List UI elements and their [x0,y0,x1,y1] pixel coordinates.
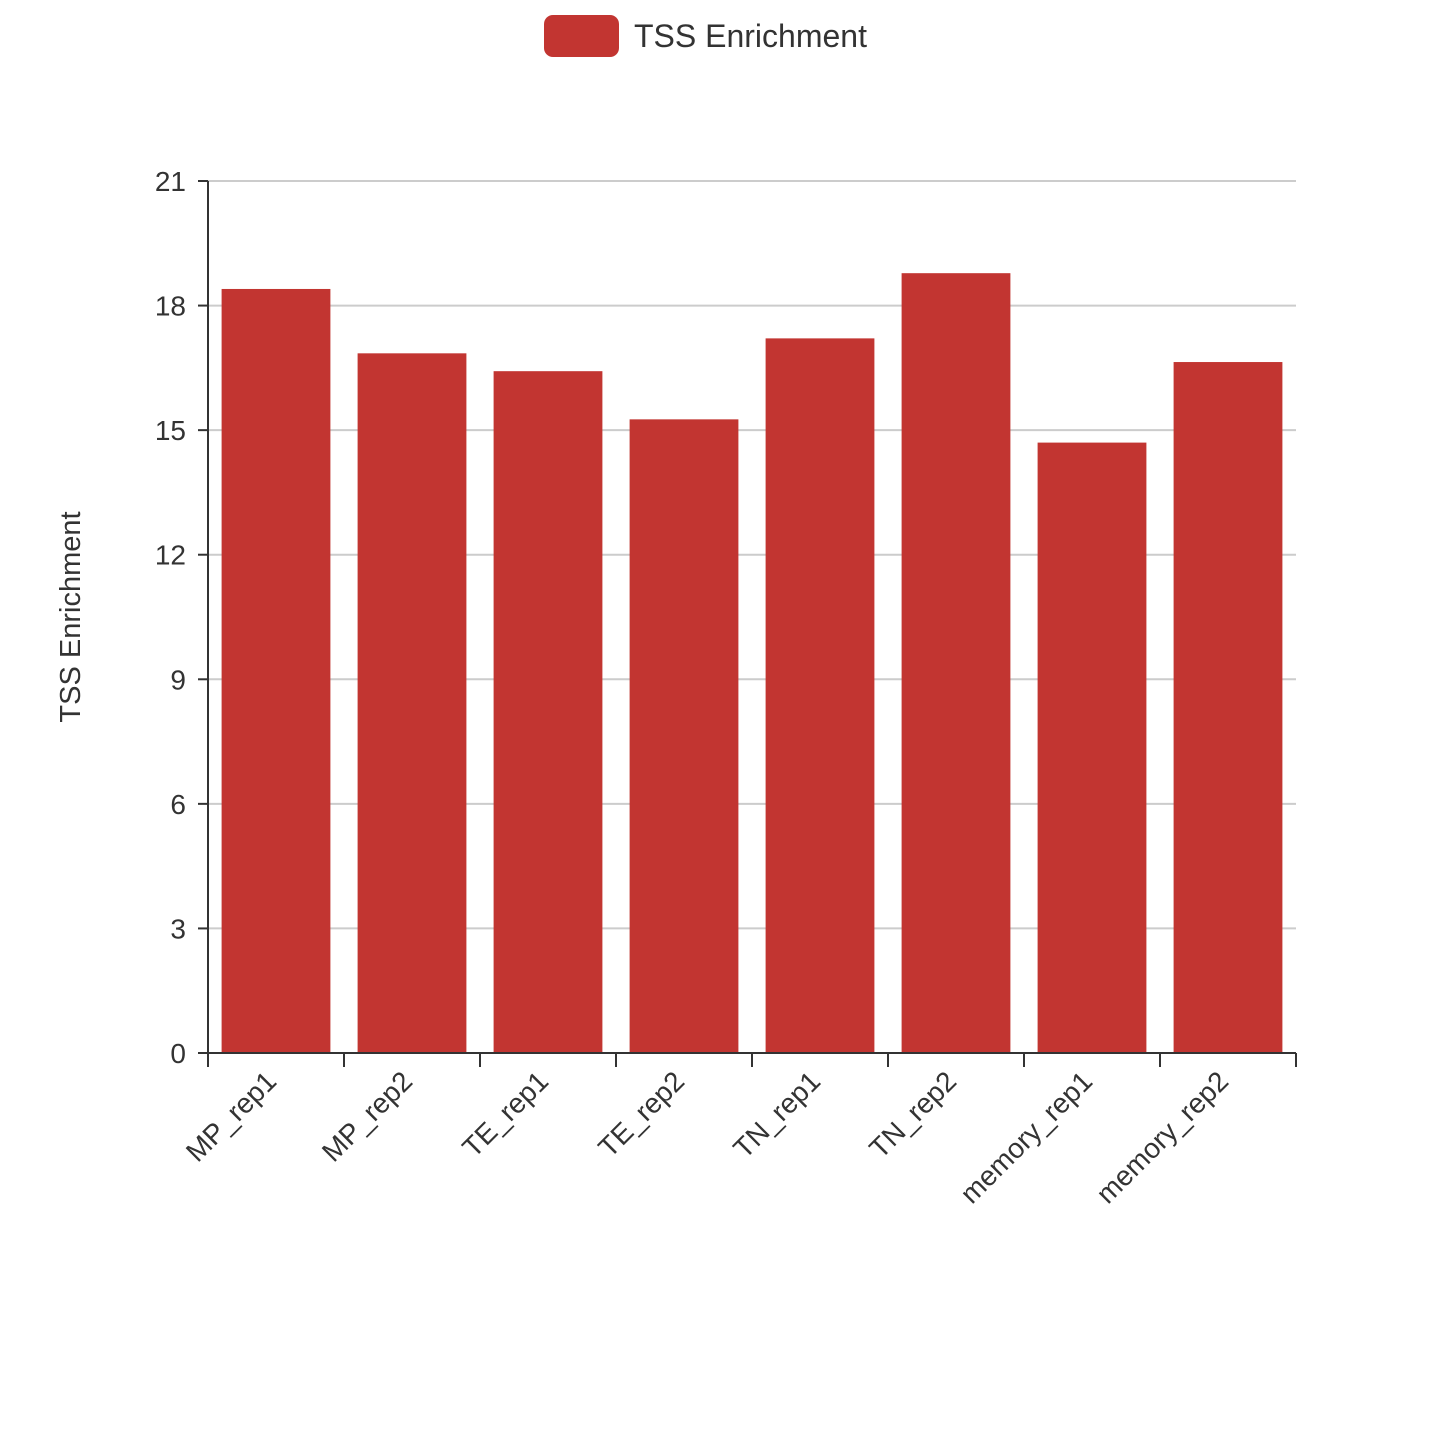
y-axis-ticks: 0 3 6 9 12 15 18 21 [155,166,208,1069]
bar-memory_rep1[interactable] [1037,442,1147,1054]
x-tick-label: memory_rep2 [1090,1065,1234,1209]
bar-TN_rep2[interactable] [901,273,1011,1053]
y-axis-title: TSS Enrichment [55,511,87,722]
legend[interactable]: TSS Enrichment [544,15,867,57]
x-tick-label: MP_rep2 [316,1065,418,1167]
y-tick-label: 18 [155,291,186,322]
x-axis-ticks: MP_rep1 MP_rep2 TE_rep1 TE_rep2 TN_rep1 TN_re… [180,1053,1297,1209]
legend-label: TSS Enrichment [634,18,867,54]
y-tick-label: 6 [170,789,186,820]
x-tick-label: MP_rep1 [180,1065,282,1167]
bar-TE_rep1[interactable] [493,371,603,1053]
y-tick-label: 12 [155,540,186,571]
bar-memory_rep2[interactable] [1173,362,1283,1053]
bars [221,273,1283,1054]
y-tick-label: 0 [170,1038,186,1069]
x-tick-label: TE_rep1 [456,1065,554,1163]
bar-TN_rep1[interactable] [765,338,875,1053]
x-tick-label: TN_rep1 [727,1065,826,1164]
x-tick-label: TE_rep2 [592,1065,690,1163]
y-tick-label: 15 [155,415,186,446]
x-tick-label: memory_rep1 [954,1065,1098,1209]
bar-MP_rep1[interactable] [221,288,331,1053]
y-tick-label: 21 [155,166,186,197]
y-tick-label: 3 [170,913,186,944]
legend-swatch [544,15,619,57]
y-tick-label: 9 [170,664,186,695]
bar-MP_rep2[interactable] [357,353,467,1053]
x-tick-label: TN_rep2 [863,1065,962,1164]
bar-TE_rep2[interactable] [629,419,739,1053]
